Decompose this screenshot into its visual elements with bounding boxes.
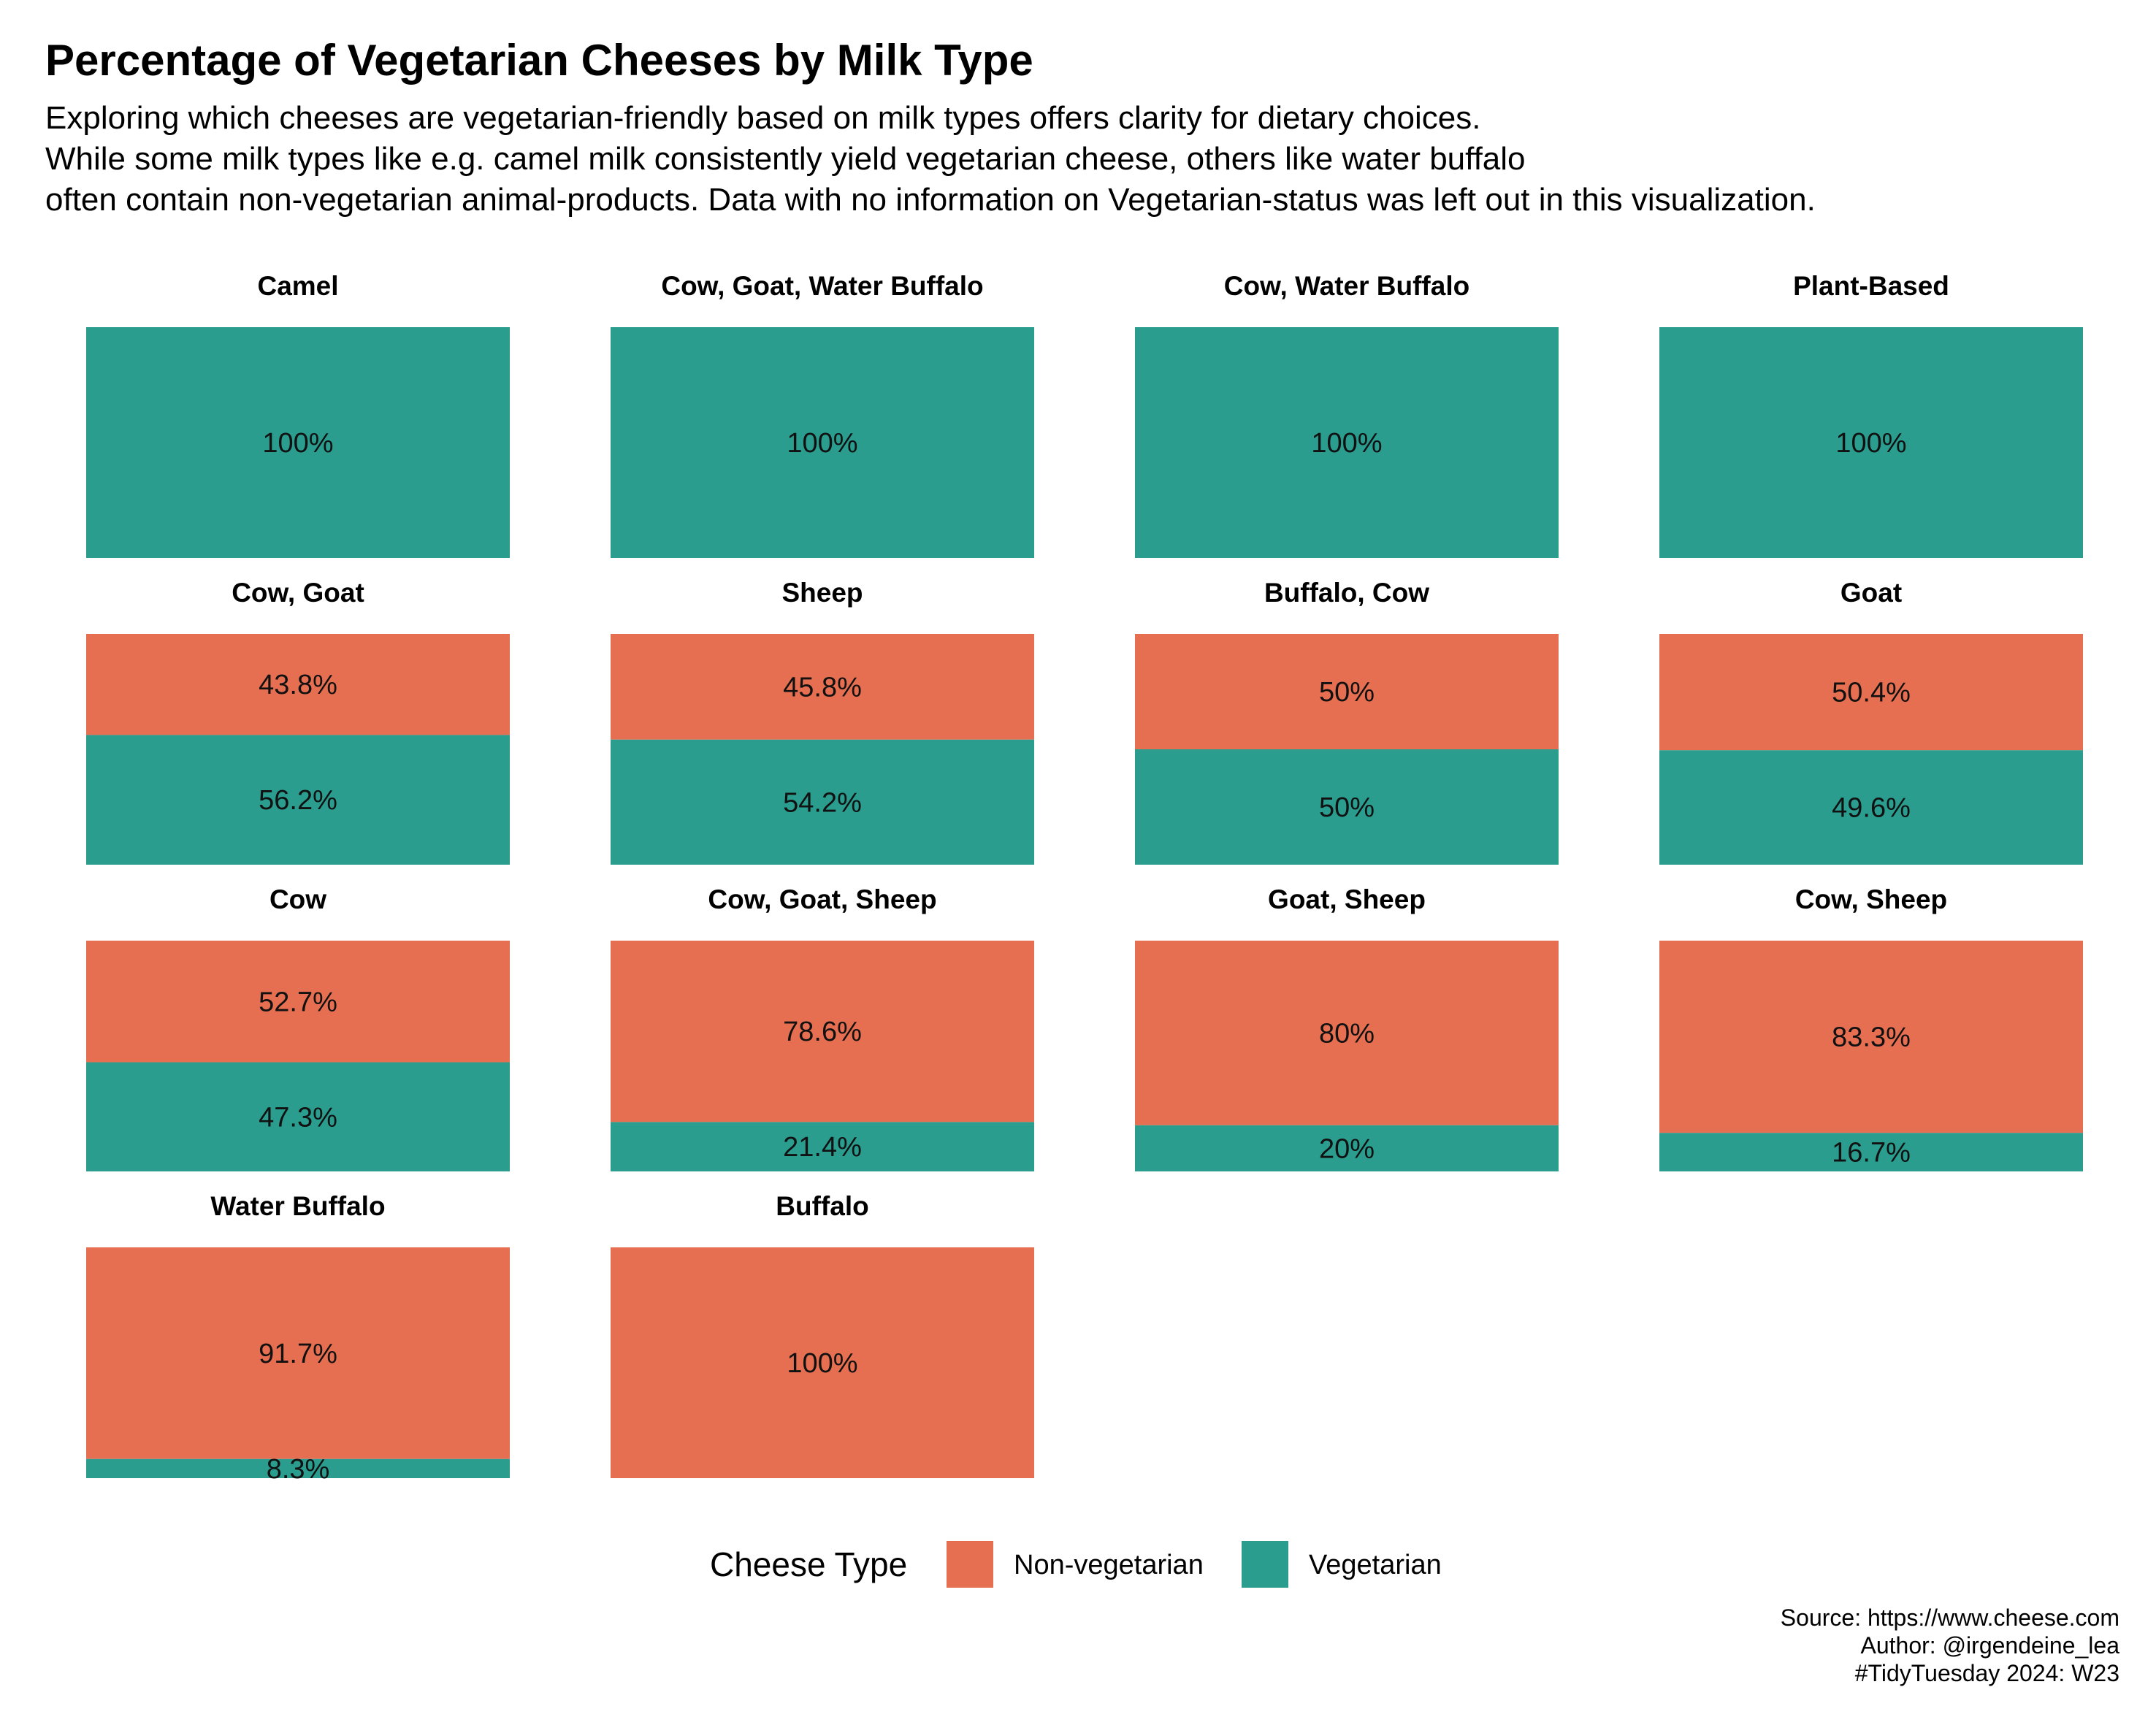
data-label-non-vegetarian: 80% [1319,1018,1375,1049]
facet-strip-label: Cow [270,884,326,914]
facet-strip-label: Cow, Goat, Sheep [708,884,936,914]
facet-panel: Sheep 45.8% 54.2% [611,578,1034,865]
bar-segment-vegetarian [611,1122,1034,1171]
chart-title: Percentage of Vegetarian Cheeses by Milk… [45,36,1033,85]
bar-segment-non-vegetarian [86,634,510,735]
facet-strip-label: Cow, Goat [232,578,364,608]
data-label-non-vegetarian: 78.6% [783,1017,862,1047]
facet-panel: Cow, Goat 43.8% 56.2% [86,578,510,865]
data-label-vegetarian: 56.2% [259,785,337,816]
bar-segment-vegetarian [86,327,510,558]
facet-panel: Camel 100% [86,271,510,558]
data-label-vegetarian: 16.7% [1832,1138,1911,1169]
data-label-non-vegetarian: 50.4% [1832,678,1911,708]
bar-segment-non-vegetarian [1135,634,1559,749]
facet-panel: Cow 52.7% 47.3% [86,884,510,1171]
bar-segment-non-vegetarian [611,941,1034,1122]
data-label-non-vegetarian: 52.7% [259,987,337,1017]
facet-panel: Cow, Sheep 83.3% 16.7% [1659,884,2083,1171]
bar-segment-vegetarian [1135,327,1559,558]
facet-panel: Plant-Based 100% [1659,271,2083,558]
bar-segment-non-vegetarian [611,634,1034,740]
facet-strip-label: Sheep [781,578,863,608]
facet-panel: Cow, Goat, Sheep 78.6% 21.4% [611,884,1034,1171]
bar-segment-vegetarian [1135,749,1559,865]
data-label-non-vegetarian: 43.8% [259,670,337,700]
legend-title: Cheese Type [710,1545,907,1583]
legend-swatch-non-vegetarian [947,1541,993,1588]
bar-segment-vegetarian [1659,1133,2083,1171]
facet-panel: Buffalo 100% [611,1191,1034,1478]
data-label-non-vegetarian: 100% [787,1348,857,1379]
data-label-vegetarian: 49.6% [1832,793,1911,824]
facet-panel: Buffalo, Cow 50% 50% [1135,578,1559,865]
data-label-non-vegetarian: 45.8% [783,672,862,703]
data-label-vegetarian: 54.2% [783,787,862,818]
legend-swatch-vegetarian [1242,1541,1288,1588]
legend-label-non-vegetarian: Non-vegetarian [1014,1550,1204,1580]
facet-strip-label: Cow, Goat, Water Buffalo [661,271,983,301]
bar-segment-non-vegetarian [86,941,510,1063]
facet-strip-label: Goat, Sheep [1268,884,1426,914]
facet-panel: Cow, Water Buffalo 100% [1135,271,1559,558]
data-label-non-vegetarian: 91.7% [259,1339,337,1369]
bar-segment-vegetarian [1659,750,2083,865]
bar-segment-non-vegetarian [1135,941,1559,1125]
facet-panel: Goat, Sheep 80% 20% [1135,884,1559,1171]
data-label-vegetarian: 47.3% [259,1102,337,1133]
facet-panel: Goat 50.4% 49.6% [1659,578,2083,865]
data-label-vegetarian: 50% [1319,792,1375,823]
facet-strip-label: Goat [1840,578,1902,608]
bar-segment-vegetarian [611,739,1034,865]
subtitle-line: often contain non-vegetarian animal-prod… [45,182,1816,218]
bar-segment-vegetarian [86,1458,510,1478]
bar-segment-vegetarian [86,735,510,865]
data-label-vegetarian: 100% [1835,428,1906,459]
bar-segment-vegetarian [1659,327,2083,558]
facet-strip-label: Water Buffalo [210,1191,385,1221]
facet-strip-label: Plant-Based [1793,271,1949,301]
facet-strip-label: Buffalo, Cow [1264,578,1429,608]
facet-strip-label: Cow, Sheep [1795,884,1947,914]
caption-source: Source: https://www.cheese.com [1780,1604,2119,1631]
data-label-non-vegetarian: 50% [1319,677,1375,708]
subtitle-line: Exploring which cheeses are vegetarian-f… [45,100,1481,136]
caption: Source: https://www.cheese.com Author: @… [1781,1604,2119,1687]
data-label-vegetarian: 100% [787,428,857,459]
caption-author: Author: @irgendeine_lea [1860,1632,2120,1659]
data-label-non-vegetarian: 83.3% [1832,1022,1911,1053]
data-label-vegetarian: 20% [1319,1133,1375,1164]
data-label-vegetarian: 100% [262,428,333,459]
facet-strip-label: Buffalo [776,1191,868,1221]
bar-segment-vegetarian [86,1062,510,1171]
legend-label-vegetarian: Vegetarian [1309,1550,1442,1580]
bar-segment-non-vegetarian [1659,634,2083,751]
bar-segment-non-vegetarian [1659,941,2083,1133]
facet-panel: Cow, Goat, Water Buffalo 100% [611,271,1034,558]
chart-subtitle: Exploring which cheeses are vegetarian-f… [45,98,1816,221]
data-label-vegetarian: 21.4% [783,1132,862,1163]
bar-segment-non-vegetarian [86,1247,510,1459]
data-label-vegetarian: 100% [1311,428,1382,459]
facet-strip-label: Cow, Water Buffalo [1224,271,1469,301]
facet-strip-label: Camel [257,271,338,301]
bar-segment-non-vegetarian [611,1247,1034,1478]
subtitle-line: While some milk types like e.g. camel mi… [45,141,1526,177]
bar-segment-vegetarian [1135,1125,1559,1171]
legend: Cheese Type Non-vegetarian Vegetarian [710,1541,1442,1588]
bar-segment-vegetarian [611,327,1034,558]
facet-panel: Water Buffalo 91.7% 8.3% [86,1191,510,1485]
caption-tag: #TidyTuesday 2024: W23 [1854,1660,2119,1686]
data-label-vegetarian: 8.3% [267,1454,330,1485]
